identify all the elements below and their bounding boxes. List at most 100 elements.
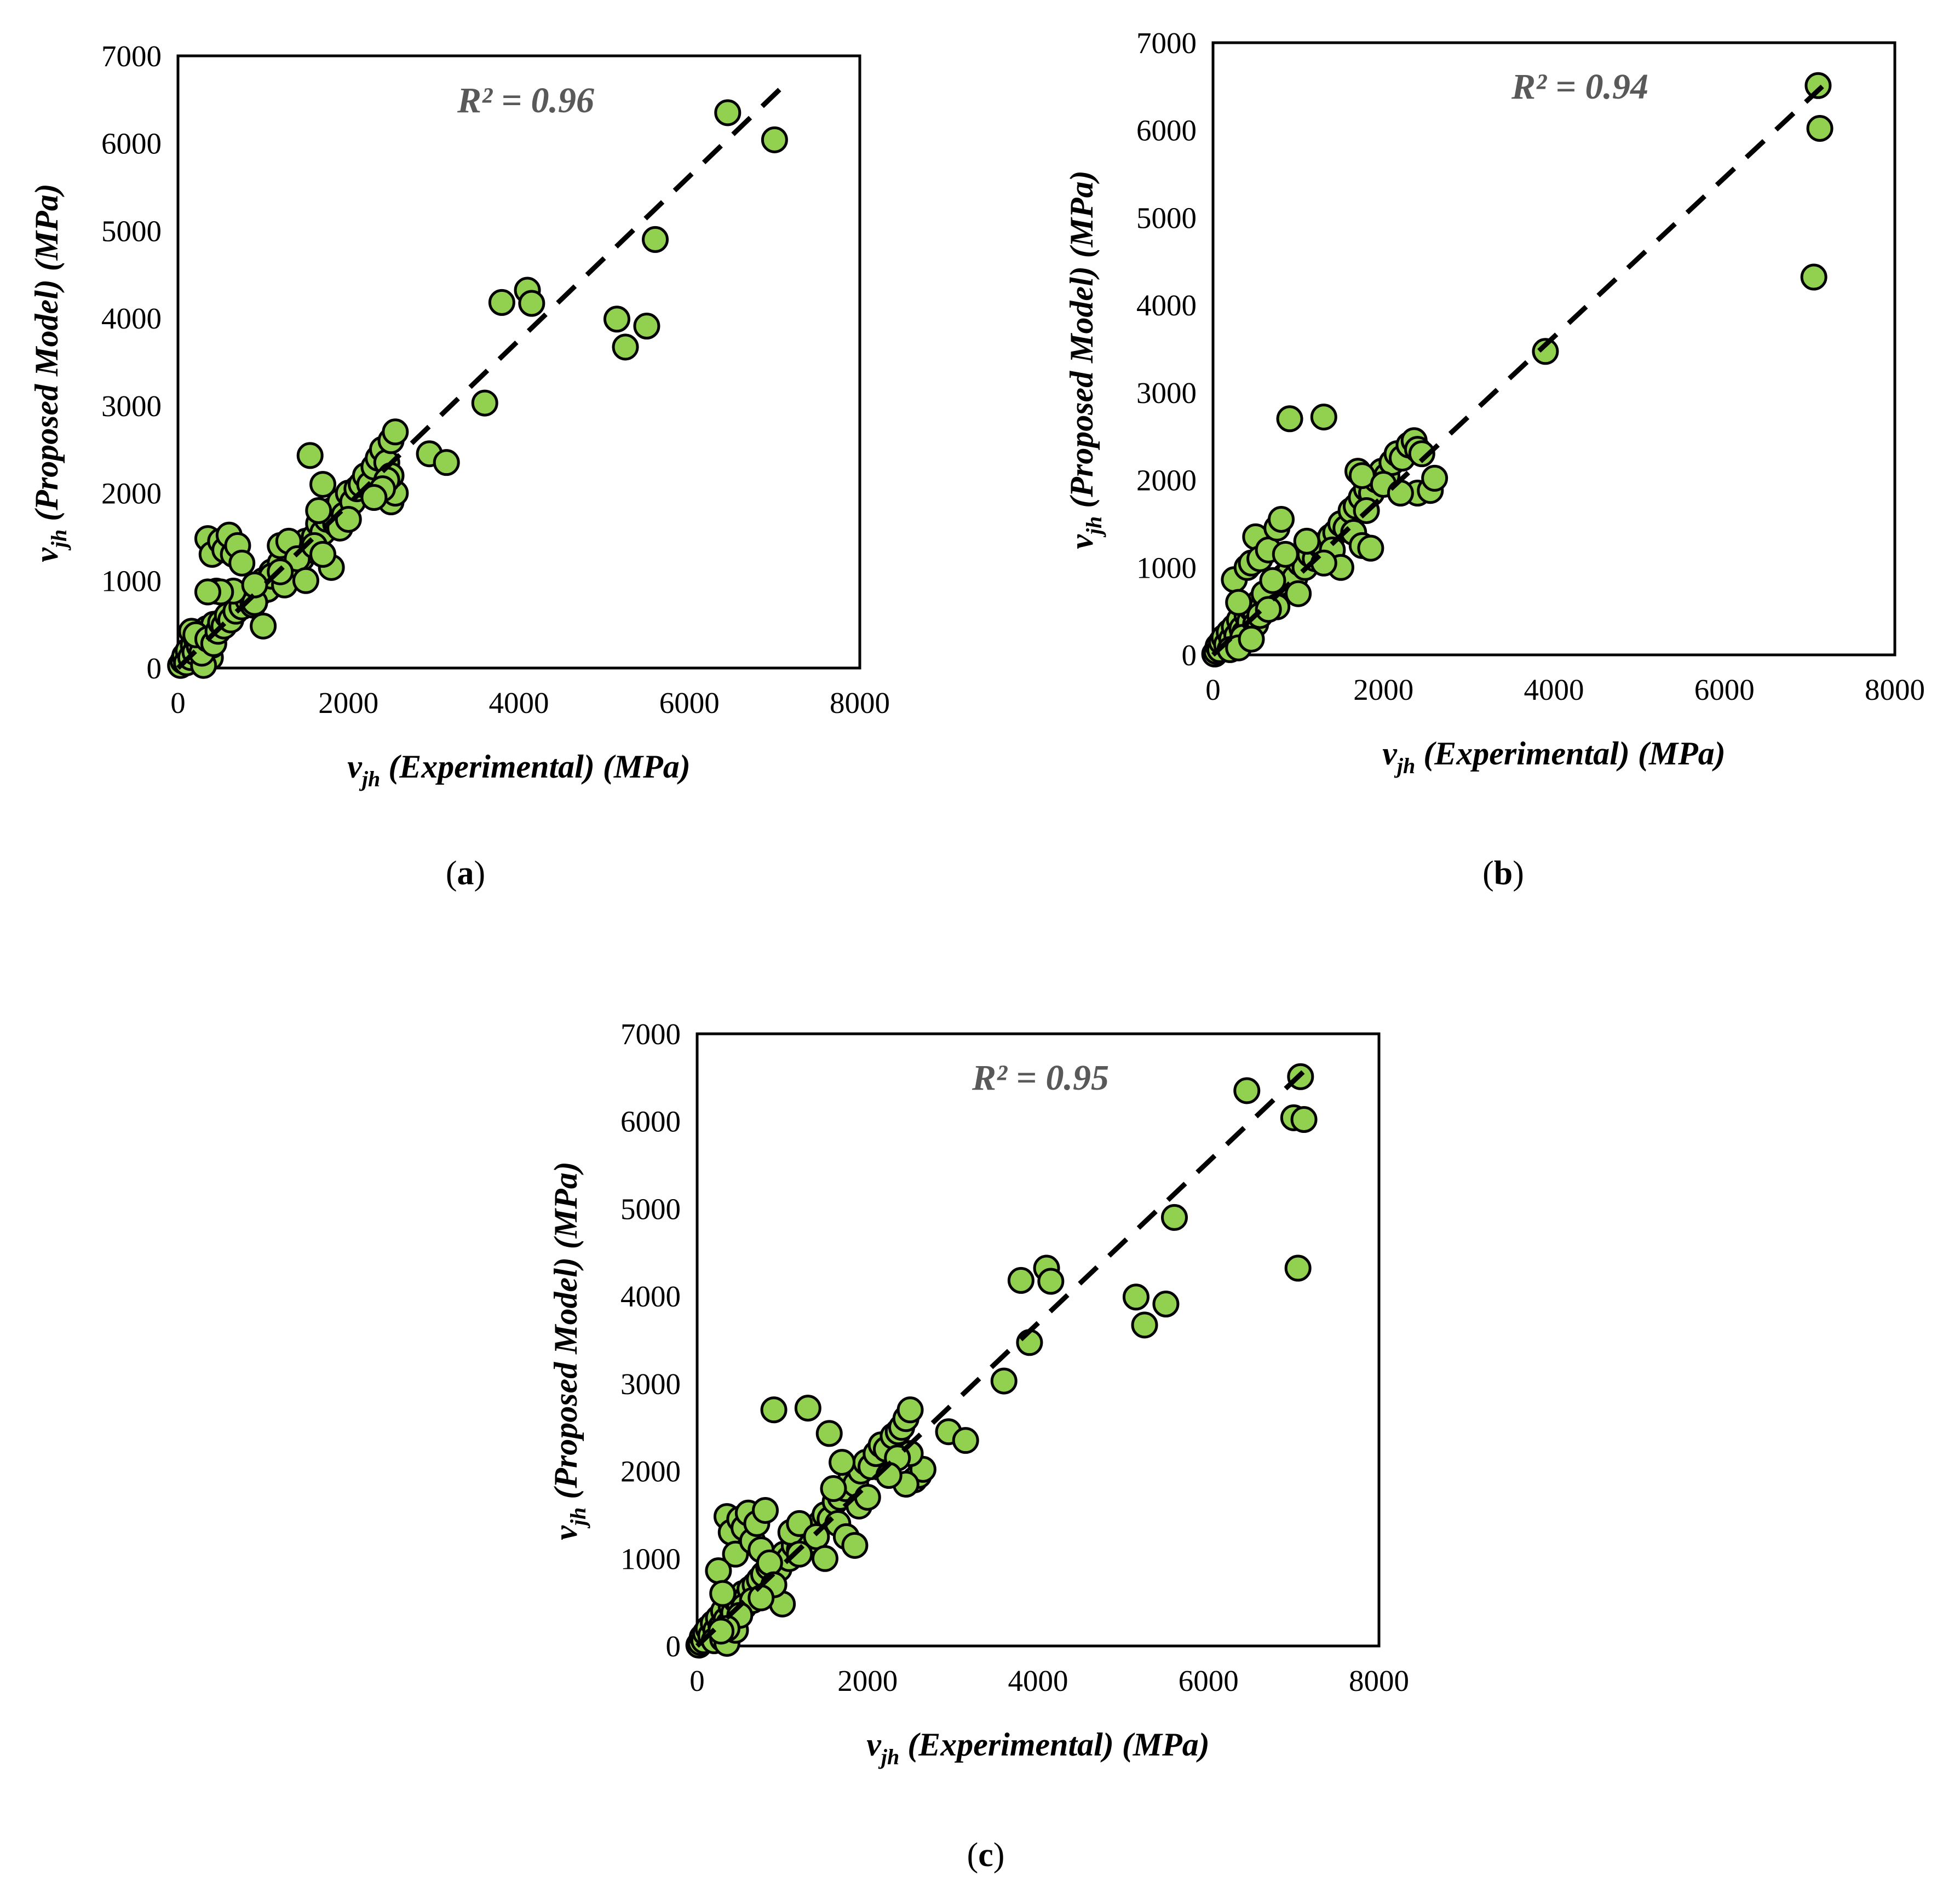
chart-panel-b: 0 2000 4000 6000 8000 0 1000 2000 3000 4000 5000 60… [1064,26,1925,892]
data-point [752,1496,779,1524]
x-tick-label: 2000 [1353,673,1413,706]
data-point [1272,540,1299,568]
data-point [309,471,337,498]
y-tick-label: 1000 [101,564,162,597]
trend-line [695,1067,1308,1648]
data-point [1310,404,1337,431]
chart-panel-c: 0 2000 4000 6000 8000 0 1000 2000 3000 4000 5000 60… [548,1017,1409,1874]
data-point [990,1367,1018,1395]
y-axis-label: vjh (Proposed Model) (MPa) [1064,170,1106,549]
data-point [642,226,669,253]
x-tick-label: 8000 [830,686,890,719]
x-tick-label: 4000 [489,686,549,719]
data-point [1161,1204,1188,1231]
data-point [756,1549,783,1576]
data-point [1255,596,1282,623]
data-point [761,126,788,153]
y-tick-label: 4000 [1136,289,1197,322]
data-point [194,578,221,606]
y-tick-label: 0 [666,1630,681,1663]
data-point [360,484,388,511]
data-point [1284,1254,1312,1282]
data-point [1152,1291,1180,1318]
x-tick-label: 0 [689,1664,705,1697]
y-axis-label: vjh (Proposed Model) (MPa) [548,1161,590,1540]
data-point [250,612,277,640]
data-point [1804,72,1832,99]
y-tick-label: 1000 [620,1542,681,1575]
x-tick-label: 8000 [1349,1664,1409,1697]
data-point [1285,580,1312,607]
data-point [952,1427,979,1454]
data-point [471,389,498,417]
y-tick-label: 0 [147,652,162,685]
data-point [1259,567,1286,594]
data-point [612,333,639,361]
panel-caption: (b) [1482,855,1524,892]
data-point [708,1618,735,1645]
data-point [305,497,332,525]
x-tick-label: 2000 [318,686,378,719]
data-point [714,99,742,126]
x-tick-label: 4000 [1008,1664,1068,1697]
y-tick-label: 3000 [101,389,162,423]
data-point [841,1532,869,1559]
data-point [1357,534,1384,562]
data-point [1131,1311,1158,1339]
y-tick-label: 7000 [1136,26,1197,60]
x-tick-label: 0 [170,686,186,719]
data-point [1806,115,1833,142]
r-squared-label: R² = 0.95 [972,1058,1109,1098]
data-point [433,449,460,476]
x-axis-label: vjh (Experimental) (MPa) [347,749,691,791]
data-point [603,306,630,333]
panel-caption: (a) [446,855,485,892]
y-tick-label: 0 [1182,638,1197,672]
data-point [705,1557,732,1585]
data-point [1037,1268,1065,1295]
y-tick-label: 6000 [620,1105,681,1138]
y-tick-label: 6000 [1136,114,1197,147]
r-squared-label: R² = 0.96 [457,80,594,120]
y-tick-label: 7000 [101,39,162,73]
x-tick-label: 6000 [659,686,720,719]
x-tick-label: 6000 [1694,673,1755,706]
data-point [518,290,545,317]
trend-line [176,80,789,670]
y-tick-label: 6000 [101,127,162,160]
data-point [748,1584,775,1611]
data-point [382,418,409,446]
data-point [228,549,256,577]
y-tick-label: 2000 [620,1455,681,1488]
panel-caption: (c) [967,1837,1005,1874]
y-axis-label: vjh (Proposed Model) (MPa) [28,183,71,562]
data-point [811,1545,838,1572]
y-tick-label: 5000 [1136,201,1197,234]
data-point [1293,527,1320,555]
data-point [1122,1283,1149,1311]
data-point [1800,263,1827,291]
data-point [829,1449,856,1476]
data-point [815,1420,843,1447]
x-tick-label: 8000 [1865,673,1925,706]
y-tick-label: 2000 [1136,464,1197,497]
x-tick-label: 4000 [1524,673,1584,706]
data-point [1268,505,1295,533]
y-tick-label: 2000 [101,477,162,510]
data-point [1007,1267,1034,1294]
y-tick-label: 5000 [101,214,162,247]
x-axis-label: vjh (Experimental) (MPa) [1382,735,1726,778]
data-point [633,313,660,340]
data-point [241,571,268,598]
y-tick-label: 7000 [620,1017,681,1051]
x-tick-label: 0 [1205,673,1221,706]
x-tick-label: 2000 [837,1664,898,1697]
data-point [1310,549,1337,577]
data-point [820,1475,847,1503]
data-point [1225,589,1252,616]
y-tick-label: 5000 [620,1192,681,1225]
y-tick-label: 3000 [620,1367,681,1401]
data-point [488,289,515,316]
x-axis-label: vjh (Experimental) (MPa) [866,1726,1210,1769]
